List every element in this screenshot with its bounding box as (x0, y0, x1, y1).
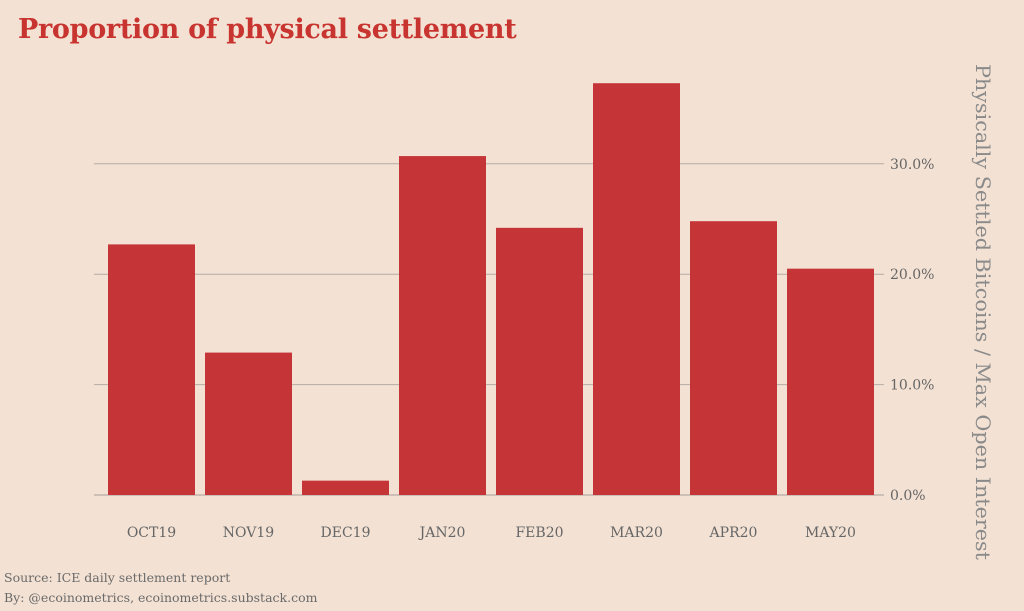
category-label: APR20 (709, 525, 758, 541)
bar-oct19 (108, 244, 195, 495)
bar-mar20 (593, 83, 680, 495)
category-label: OCT19 (127, 525, 176, 541)
y-tick-labels: 0.0% 10.0% 20.0% 30.0% (890, 157, 934, 504)
chart-title: Proportion of physical settlement (18, 14, 517, 45)
category-label: FEB20 (515, 525, 563, 541)
category-label: DEC19 (321, 525, 371, 541)
category-label: JAN20 (418, 525, 466, 541)
category-label: NOV19 (223, 525, 274, 541)
y-axis-title: Physically Settled Bitcoins / Max Open I… (971, 64, 995, 560)
source-note: Source: ICE daily settlement report (4, 570, 231, 585)
bar-feb20 (496, 227, 583, 495)
category-label: MAY20 (805, 525, 856, 541)
bar-jan20 (399, 156, 486, 495)
bar-nov19 (205, 352, 292, 495)
y-tick-label: 20.0% (890, 267, 934, 283)
bar-apr20 (690, 221, 777, 495)
category-label: MAR20 (610, 525, 663, 541)
bars (108, 83, 874, 495)
byline: By: @ecoinometrics, ecoinometrics.substa… (4, 590, 318, 605)
y-tick-label: 0.0% (890, 488, 926, 504)
category-labels: OCT19 NOV19 DEC19 JAN20 FEB20 MAR20 APR20 MAY20 (127, 525, 856, 541)
y-tick-label: 10.0% (890, 378, 934, 394)
y-tick-label: 30.0% (890, 157, 934, 173)
bar-dec19 (302, 480, 389, 495)
bar-may20 (787, 268, 874, 495)
